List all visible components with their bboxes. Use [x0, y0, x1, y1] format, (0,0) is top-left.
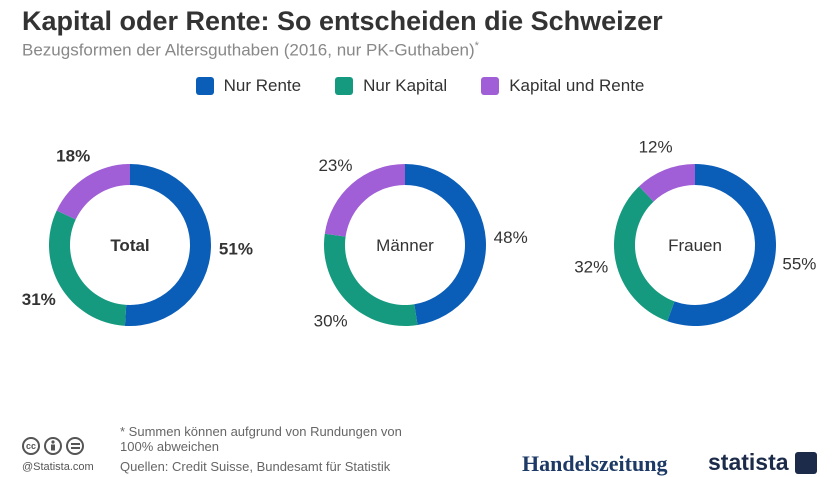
- donut-m-nner: 48% 30% 23% Männer: [314, 156, 528, 331]
- legend-swatch-nur-kapital: [335, 77, 354, 95]
- value-label-kapital-und-rente: 18%: [56, 147, 90, 166]
- sources: Quellen: Credit Suisse, Bundesamt für St…: [120, 459, 391, 474]
- legend-label-kapital-und-rente: Kapital und Rente: [509, 76, 645, 95]
- legend-swatch-nur-rente: [195, 77, 214, 95]
- legend-item-nur-kapital: Nur Kapital: [335, 76, 447, 96]
- value-label-kapital-und-rente: 12%: [639, 138, 673, 157]
- value-label-nur-rente: 48%: [494, 228, 528, 247]
- donut-center-label: Frauen: [668, 236, 722, 255]
- slice-nur-kapital: [614, 186, 675, 322]
- slice-nur-rente: [667, 164, 777, 327]
- statista-mark-icon: [794, 451, 817, 474]
- slice-nur-rente: [405, 164, 487, 326]
- legend: Nur Rente Nur Kapital Kapital und Rente: [0, 76, 840, 96]
- legend-item-kapital-und-rente: Kapital und Rente: [481, 76, 644, 96]
- slice-nur-kapital: [48, 210, 127, 326]
- donut-center-label: Männer: [376, 236, 434, 255]
- chart-title: Kapital oder Rente: So entscheiden die S…: [22, 6, 663, 36]
- slice-kapital-und-rente: [639, 164, 695, 202]
- chart-subtitle: Bezugsformen der Altersguthaben (2016, n…: [22, 40, 479, 61]
- slice-nur-kapital: [324, 233, 418, 326]
- value-label-nur-rente: 51%: [219, 239, 253, 258]
- slice-nur-rente: [124, 164, 211, 326]
- legend-swatch-kapital-und-rente: [481, 77, 500, 95]
- donut-total: 51% 31% 18% Total: [22, 147, 253, 326]
- value-label-nur-kapital: 30%: [314, 312, 348, 331]
- value-label-nur-rente: 55%: [782, 254, 816, 273]
- legend-label-nur-rente: Nur Rente: [223, 76, 302, 95]
- license-icons: cc: [22, 437, 84, 455]
- handelszeitung-logo[interactable]: Handelszeitung: [522, 451, 668, 476]
- person-glyph-icon: [51, 440, 55, 451]
- legend-item-nur-rente: Nur Rente: [195, 76, 302, 96]
- donut-center-label: Total: [110, 236, 149, 255]
- nd-icon: [66, 437, 84, 455]
- footnote: * Summen können aufgrund von Rundungen v…: [120, 424, 402, 454]
- by-icon: [44, 437, 62, 455]
- statista-logo[interactable]: statista: [708, 449, 817, 476]
- subtitle-footnote-mark: *: [474, 40, 479, 52]
- slice-kapital-und-rente: [56, 164, 130, 220]
- statista-wordmark: statista: [708, 449, 789, 475]
- value-label-kapital-und-rente: 23%: [318, 156, 352, 175]
- equals-glyph-icon: [70, 443, 80, 449]
- statista-handle: @Statista.com: [22, 461, 94, 473]
- donut-frauen: 55% 32% 12% Frauen: [574, 138, 816, 327]
- value-label-nur-kapital: 32%: [574, 258, 608, 277]
- subtitle-text: Bezugsformen der Altersguthaben (2016, n…: [22, 40, 475, 60]
- slice-kapital-und-rente: [324, 164, 405, 237]
- value-label-nur-kapital: 31%: [22, 290, 56, 309]
- legend-label-nur-kapital: Nur Kapital: [363, 76, 448, 95]
- cc-icon: cc: [22, 437, 40, 455]
